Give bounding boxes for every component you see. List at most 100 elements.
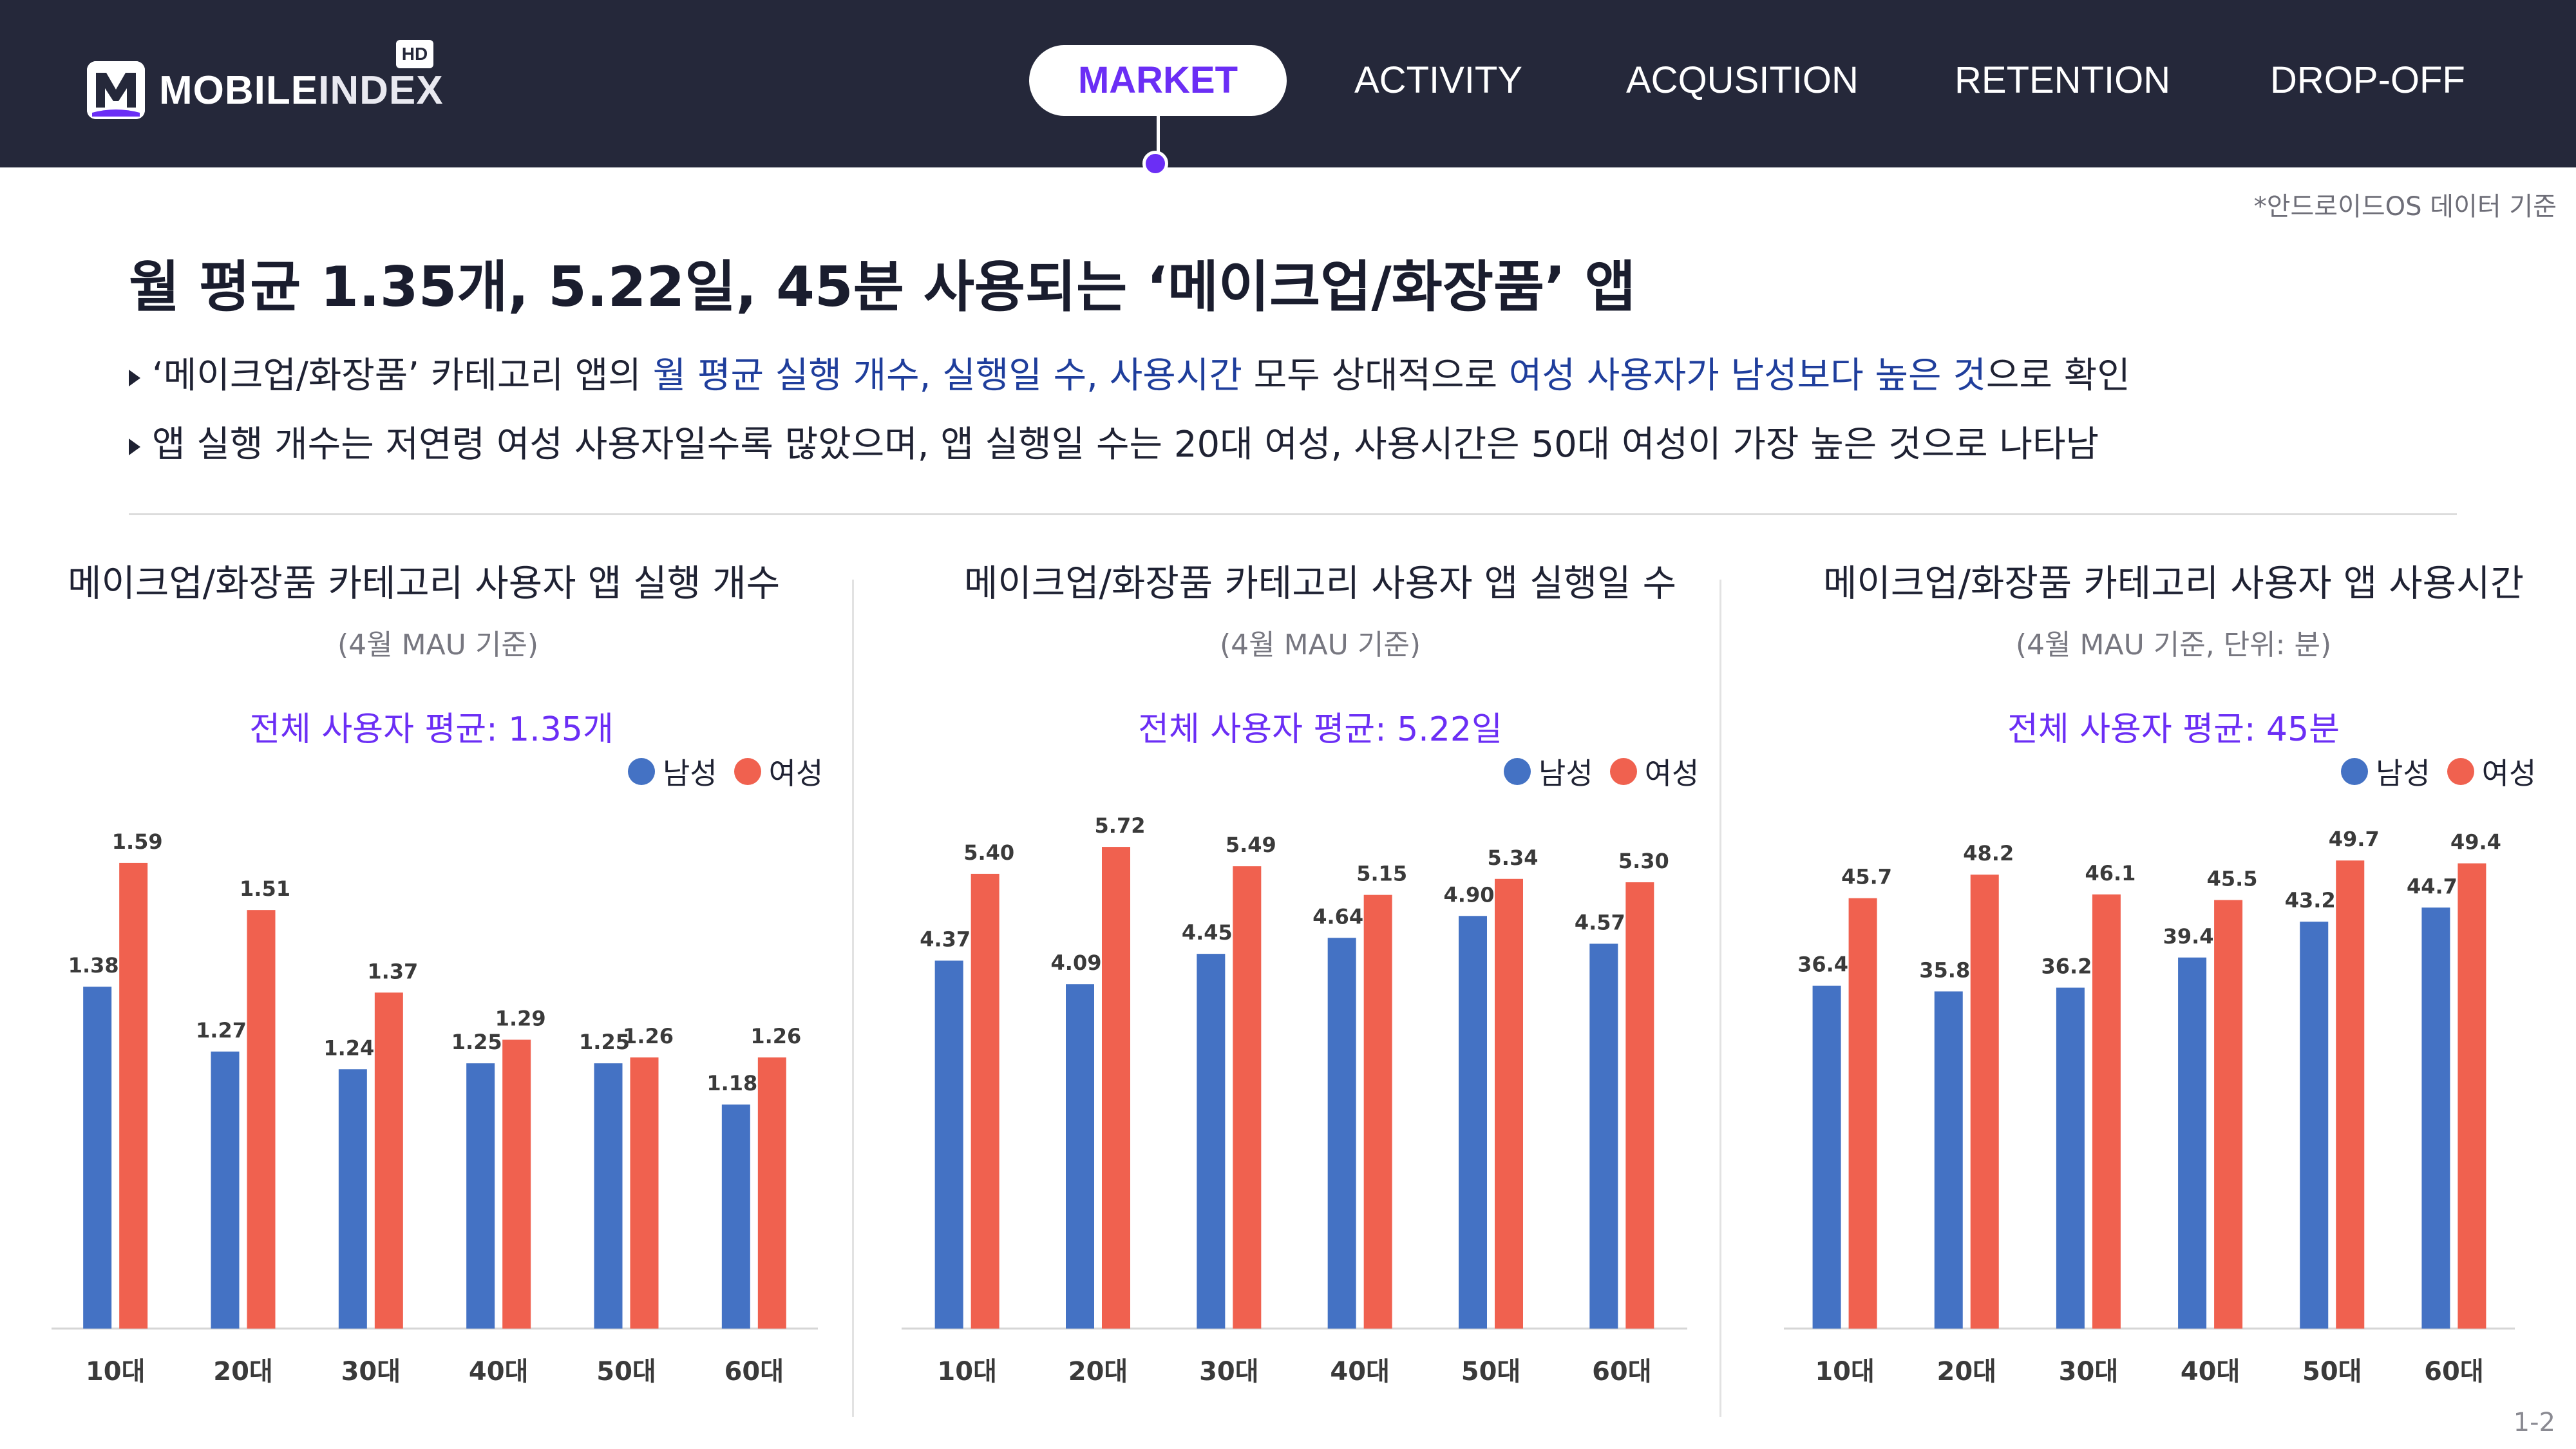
top-navigation-bar: MOBILEINDEX HD MARKET ACTIVITY ACQUSITIO…	[0, 0, 2576, 167]
legend-female-dot	[2447, 758, 2474, 785]
bar-male	[1197, 954, 1226, 1329]
x-tick-label: 40대	[469, 1357, 528, 1387]
data-label-female: 1.26	[750, 1024, 801, 1048]
chart-separator-2	[1719, 580, 1721, 1417]
x-tick-label: 60대	[1592, 1357, 1651, 1387]
bar-male	[1459, 916, 1487, 1329]
x-tick-label: 10대	[86, 1357, 145, 1387]
bar-female	[374, 992, 403, 1329]
active-tab-indicator-dot	[1142, 151, 1168, 176]
data-label-female: 1.29	[495, 1007, 546, 1031]
x-tick-label: 40대	[1330, 1357, 1389, 1387]
x-tick-label: 50대	[1461, 1357, 1520, 1387]
data-label-female: 5.30	[1618, 849, 1669, 873]
chart-average-label: 전체 사용자 평균: 45분	[2007, 710, 2340, 749]
bar-male	[1066, 984, 1094, 1329]
x-tick-label: 60대	[724, 1357, 784, 1387]
bar-plot-svg: 1.381.5910대1.271.5120대1.241.3730대1.251.2…	[52, 829, 818, 1387]
data-label-female: 46.1	[2085, 861, 2136, 886]
bar-female	[2458, 863, 2486, 1329]
nav-tab-acqusition[interactable]: ACQUSITION	[1626, 59, 1859, 101]
data-label-female: 5.72	[1095, 813, 1146, 838]
legend-item-male: 남성	[628, 750, 717, 793]
data-label-male: 35.8	[1919, 958, 1970, 982]
chart-average-label: 전체 사용자 평균: 5.22일	[1138, 710, 1502, 749]
legend-female-dot	[1609, 758, 1637, 785]
data-label-female: 5.49	[1226, 833, 1276, 857]
data-label-female: 5.15	[1356, 862, 1407, 886]
logo-text-bold: MOBILE	[159, 68, 319, 113]
bar-male	[721, 1104, 750, 1329]
nav-tab-drop-off[interactable]: DROP-OFF	[2270, 59, 2465, 101]
bullet-triangle-icon	[129, 438, 140, 455]
data-label-male: 1.24	[323, 1036, 374, 1060]
data-label-male: 36.2	[2041, 954, 2092, 979]
bullet-point-1: ‘메이크업/화장품’ 카테고리 앱의 월 평균 실행 개수, 실행일 수, 사용…	[129, 346, 2130, 399]
bullet-2-text: 앱 실행 개수는 저연령 여성 사용자일수록 많았으며, 앱 실행일 수는 20…	[152, 424, 2099, 466]
bar-female	[2336, 860, 2365, 1329]
legend-item-female: 여성	[1609, 750, 1700, 793]
data-label-male: 4.64	[1312, 904, 1363, 929]
legend-male-dot	[1504, 758, 1531, 785]
data-label-female: 49.4	[2450, 830, 2501, 855]
chart-active-days: 메이크업/화장품 카테고리 사용자 앱 실행일 수 (4월 MAU 기준) 전체…	[879, 554, 1716, 1436]
legend-item-female: 여성	[2447, 750, 2537, 793]
bar-female	[247, 910, 276, 1329]
bar-female	[757, 1057, 786, 1329]
bar-male	[2178, 957, 2207, 1329]
legend-item-female: 여성	[734, 750, 823, 793]
x-tick-label: 40대	[2181, 1357, 2240, 1387]
data-label-male: 1.25	[451, 1030, 502, 1054]
bar-male	[1327, 938, 1356, 1329]
bar-male	[2056, 987, 2085, 1329]
chart-title: 메이크업/화장품 카테고리 사용자 앱 실행 개수	[68, 562, 781, 605]
section-divider	[129, 513, 2457, 515]
bullet-1-text-b: 모두 상대적으로	[1242, 355, 1509, 397]
bar-male	[466, 1063, 495, 1329]
x-tick-label: 50대	[2302, 1357, 2362, 1387]
nav-tab-market[interactable]: MARKET	[1029, 45, 1287, 116]
bar-plot-svg: 36.4 45.7 10대 35.8 48.2 20대 36.2 46.1 30대 39.4 45.…	[1784, 827, 2515, 1387]
bar-female	[1495, 878, 1523, 1329]
bar-male	[1934, 991, 1963, 1329]
data-label-female: 1.26	[623, 1024, 674, 1048]
bar-male	[1812, 985, 1841, 1329]
legend-female-dot	[734, 758, 761, 785]
bar-male	[211, 1051, 240, 1329]
bar-female	[971, 873, 999, 1329]
legend-female-label: 여성	[2481, 756, 2537, 791]
bar-male	[2421, 907, 2450, 1329]
data-label-male: 36.4	[1797, 952, 1848, 977]
app-logo[interactable]: MOBILEINDEX	[87, 61, 444, 119]
data-label-female: 1.59	[112, 829, 163, 854]
x-tick-label: 20대	[1937, 1357, 1996, 1387]
data-label-male: 1.25	[579, 1030, 630, 1054]
data-label-male: 4.37	[920, 927, 971, 952]
legend-item-male: 남성	[2341, 750, 2430, 793]
page-number: 1-2	[2513, 1408, 2555, 1437]
bullet-1-highlight-a: 월 평균 실행 개수, 실행일 수, 사용시간	[652, 355, 1242, 397]
legend-male-dot	[2341, 758, 2368, 785]
x-tick-label: 60대	[2424, 1357, 2483, 1387]
logo-hd-badge: HD	[396, 40, 433, 68]
chart-title: 메이크업/화장품 카테고리 사용자 앱 사용시간	[1823, 562, 2524, 605]
bar-female	[2214, 900, 2243, 1329]
nav-tab-activity[interactable]: ACTIVITY	[1354, 59, 1523, 101]
data-label-male: 4.57	[1575, 910, 1625, 934]
chart-legend: 남성 여성	[2341, 750, 2553, 793]
data-label-female: 5.40	[963, 840, 1014, 865]
data-label-male: 4.90	[1444, 882, 1495, 907]
bullet-triangle-icon	[129, 369, 140, 386]
bullet-1-text-c: 으로 확인	[1985, 355, 2130, 397]
legend-female-label: 여성	[1644, 756, 1700, 791]
bar-male	[934, 960, 963, 1329]
data-label-male: 43.2	[2285, 888, 2336, 913]
x-tick-label: 50대	[596, 1357, 656, 1387]
data-label-female: 5.34	[1488, 846, 1539, 870]
nav-tab-retention[interactable]: RETENTION	[1955, 59, 2171, 101]
chart-subtitle: (4월 MAU 기준, 단위: 분)	[2015, 629, 2332, 661]
bar-female	[1233, 866, 1262, 1329]
data-label-female: 45.5	[2207, 867, 2258, 891]
data-label-male: 39.4	[2163, 924, 2214, 949]
x-tick-label: 10대	[937, 1357, 996, 1387]
